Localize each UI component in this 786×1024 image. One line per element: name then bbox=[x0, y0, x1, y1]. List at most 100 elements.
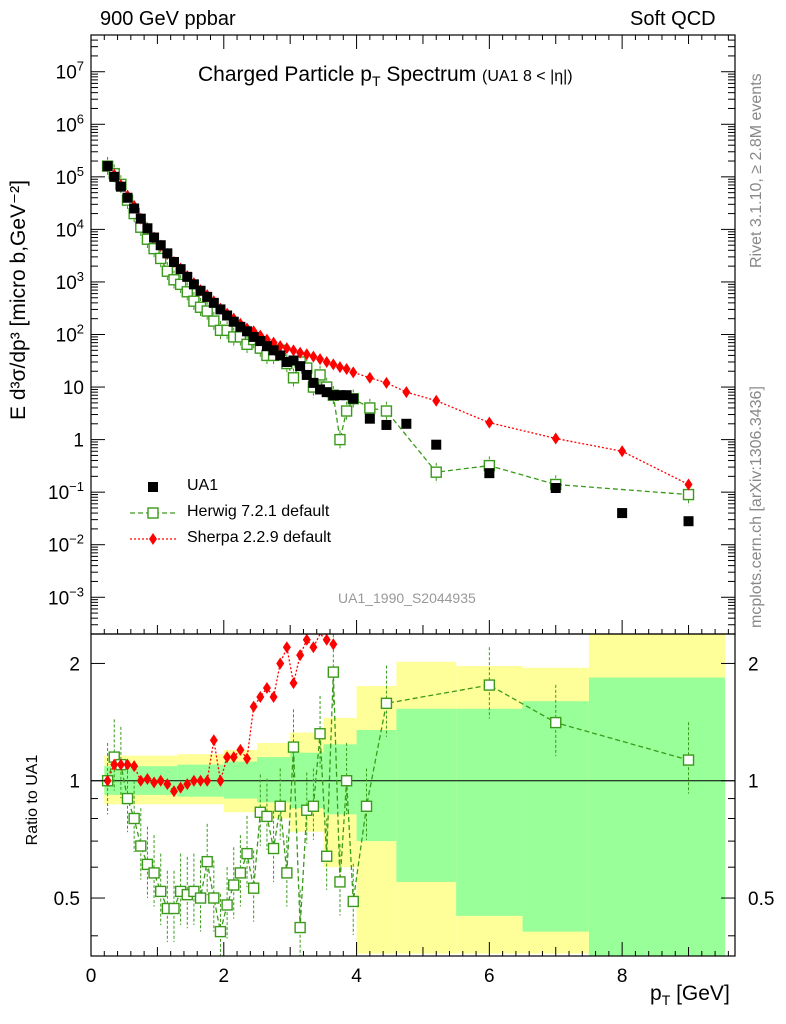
chart-title: Charged Particle pT Spectrum (UA1 8 < |η… bbox=[198, 63, 573, 89]
main-y-tick-label: 103 bbox=[56, 269, 84, 294]
chart-title-rest: Spectrum bbox=[380, 63, 477, 86]
sherpa-line bbox=[107, 165, 689, 486]
ratio-herwig-point bbox=[241, 847, 253, 860]
ratio-sherpa-point bbox=[163, 778, 172, 791]
ratio-sherpa-point bbox=[169, 785, 178, 798]
ratio-herwig-point bbox=[327, 666, 340, 678]
ratio-herwig-point bbox=[234, 867, 247, 879]
herwig-point bbox=[334, 433, 346, 446]
herwig-point bbox=[234, 331, 247, 343]
mcplots-label: mcplots.cern.ch [arXiv:1306.3436] bbox=[748, 386, 765, 628]
ratio-y-tick-label: 0.5 bbox=[54, 889, 80, 910]
x-axis-label-main: p bbox=[650, 982, 662, 1005]
ratio-sherpa-point bbox=[136, 774, 145, 787]
ratio-y-tick-label: 2 bbox=[69, 654, 80, 675]
ratio-y-tick-label-right: 2 bbox=[748, 654, 759, 675]
herwig-point bbox=[380, 405, 393, 417]
data-point bbox=[182, 271, 193, 282]
ratio-sherpa-point bbox=[269, 691, 278, 704]
data-point bbox=[315, 384, 326, 395]
legend-marker-herwig bbox=[147, 507, 159, 519]
ratio-herwig-point bbox=[135, 840, 147, 852]
main-y-tick-label: 10 bbox=[63, 378, 84, 399]
ratio-sherpa-point bbox=[229, 751, 238, 764]
ratio-herwig-point bbox=[347, 895, 359, 908]
data-point bbox=[195, 285, 206, 296]
band-inner-3 bbox=[223, 761, 257, 799]
herwig-point bbox=[314, 369, 326, 381]
main-y-tick-label: 107 bbox=[56, 59, 84, 84]
x-tick-label: 0 bbox=[86, 966, 97, 987]
sherpa-point bbox=[309, 350, 318, 363]
sherpa-point bbox=[322, 355, 331, 368]
main-ylabel: E d³σ/dp³ [micro b,GeV⁻²] bbox=[7, 180, 30, 420]
ratio-herwig-point bbox=[294, 921, 306, 934]
ratio-herwig-point bbox=[682, 754, 695, 766]
legend-marker-sherpa bbox=[149, 533, 157, 545]
data-point bbox=[364, 413, 375, 424]
ratio-sherpa-point bbox=[150, 776, 159, 789]
ratio-herwig-point bbox=[221, 899, 233, 911]
ratio-herwig-point bbox=[155, 885, 167, 898]
ratio-sherpa-point bbox=[302, 633, 311, 646]
ratio-herwig-point bbox=[267, 842, 280, 855]
data-point bbox=[484, 468, 495, 479]
data-point bbox=[328, 390, 339, 401]
data-point bbox=[155, 240, 166, 251]
main-y-tick-label: 10−1 bbox=[48, 479, 84, 504]
data-point bbox=[202, 291, 213, 302]
data-point bbox=[617, 508, 628, 519]
ratio-sherpa-point bbox=[236, 743, 245, 756]
data-point bbox=[550, 482, 561, 493]
data-point bbox=[288, 355, 299, 366]
data-point bbox=[255, 336, 266, 347]
ratio-sherpa-point bbox=[123, 758, 132, 771]
herwig-point bbox=[364, 402, 376, 414]
main-y-tick-label: 10−3 bbox=[48, 584, 84, 609]
ratio-sherpa-point bbox=[110, 758, 119, 771]
x-tick-label: 8 bbox=[617, 966, 628, 987]
x-axis-label-rest: [GeV] bbox=[670, 982, 730, 1005]
sherpa-point bbox=[316, 353, 325, 366]
ratio-sherpa-point bbox=[209, 734, 218, 747]
legend-label-data: UA1 bbox=[187, 477, 219, 494]
ratio-herwig-point bbox=[121, 792, 134, 805]
ratio-herwig-point bbox=[320, 850, 333, 862]
data-point bbox=[228, 316, 239, 327]
sherpa-point bbox=[618, 445, 627, 458]
herwig-point bbox=[287, 372, 300, 384]
sherpa-point bbox=[349, 366, 358, 379]
ratio-herwig-point bbox=[334, 876, 346, 888]
ratio-sherpa-point bbox=[103, 774, 112, 787]
sherpa-point bbox=[551, 432, 560, 445]
data-point bbox=[115, 181, 126, 192]
data-point bbox=[275, 350, 286, 361]
data-point bbox=[683, 516, 694, 527]
ratio-herwig-point bbox=[274, 800, 286, 812]
ratio-herwig-point bbox=[261, 810, 273, 823]
ratio-plot-frame bbox=[90, 633, 736, 957]
x-axis-label: pT [GeV] bbox=[650, 982, 730, 1008]
band-inner-7 bbox=[356, 729, 397, 842]
ratio-sherpa-point bbox=[116, 758, 125, 771]
main-y-tick-label: 104 bbox=[56, 216, 84, 241]
data-point bbox=[301, 369, 312, 380]
sherpa-point bbox=[289, 344, 298, 357]
sherpa-point bbox=[382, 376, 391, 389]
ratio-herwig-point bbox=[307, 800, 320, 812]
ratio-sherpa-point bbox=[322, 633, 331, 646]
data-point bbox=[268, 345, 279, 356]
data-point bbox=[401, 418, 412, 429]
ratio-herwig-point bbox=[360, 800, 373, 812]
x-axis-label-sub: T bbox=[661, 992, 671, 1009]
data-point bbox=[142, 223, 153, 234]
herwig-point bbox=[161, 265, 174, 277]
data-point bbox=[248, 331, 259, 342]
ratio-herwig-point bbox=[201, 855, 213, 868]
data-point bbox=[261, 341, 272, 352]
herwig-point bbox=[682, 488, 695, 501]
data-point bbox=[109, 171, 120, 182]
ratio-herwig-point bbox=[208, 892, 220, 904]
legend-marker-data bbox=[148, 482, 158, 492]
